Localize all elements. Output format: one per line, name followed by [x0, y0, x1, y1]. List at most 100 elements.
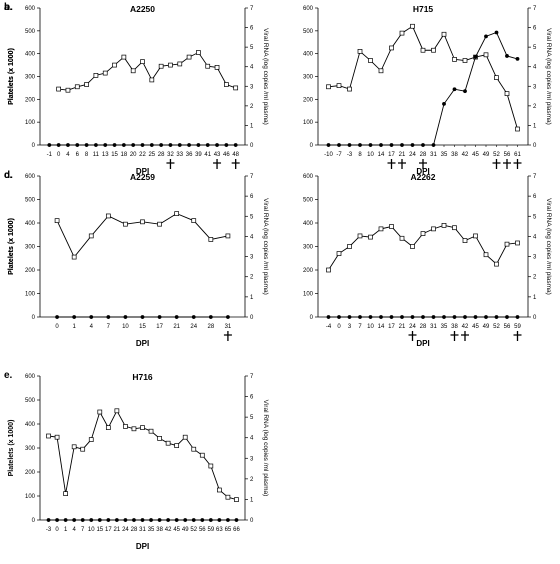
viral-rna-point: [56, 143, 61, 147]
x-tick-label: 11: [93, 152, 100, 158]
platelet-line: [48, 409, 237, 501]
viral-rna-point: [46, 518, 51, 522]
platelet-point: [233, 85, 239, 91]
y-tick-label: 500: [25, 198, 36, 204]
x-tick-label: 49: [483, 152, 490, 158]
y2-tick-label: 5: [250, 214, 254, 220]
platelet-point: [399, 30, 405, 36]
viral-rna-point: [337, 143, 341, 147]
y2-tick-label: 3: [533, 255, 537, 261]
viral-rna-point: [442, 102, 446, 106]
viral-rna-point: [421, 315, 425, 319]
viral-rna-point: [72, 315, 77, 319]
platelet-point: [205, 63, 211, 69]
viral-rna-point: [140, 518, 145, 522]
x-tick-label: 21: [173, 324, 180, 330]
viral-rna-point: [55, 315, 59, 319]
viral-rna-point: [121, 143, 126, 147]
panel-title: A2262: [410, 172, 435, 182]
x-tick-label: 0: [57, 152, 61, 158]
platelet-point: [174, 211, 180, 216]
viral-rna-point: [379, 143, 383, 147]
platelet-point: [368, 58, 373, 63]
x-tick-label: 38: [451, 324, 458, 330]
y2-tick-label: 5: [250, 45, 254, 51]
y-tick-label: 0: [310, 315, 314, 321]
x-tick-label: 35: [148, 527, 155, 533]
viral-rna-point: [200, 518, 205, 522]
platelet-point: [56, 86, 61, 92]
x-tick-label: 17: [388, 324, 395, 330]
y-tick-label: 600: [25, 374, 36, 380]
platelet-point: [420, 47, 426, 53]
x-tick-label: 52: [190, 527, 197, 533]
y2-axis-label: Viral RNA (log copies /ml plasma): [262, 28, 269, 125]
y2-tick-label: 4: [250, 436, 254, 442]
platelet-point: [473, 233, 478, 239]
y2-tick-label: 2: [533, 275, 537, 281]
x-tick-label: 31: [430, 152, 437, 158]
viral-rna-point: [208, 315, 213, 319]
x-tick-label: 56: [504, 152, 511, 158]
x-axis-label: DPI: [416, 339, 429, 348]
y2-tick-label: 0: [533, 315, 537, 321]
x-tick-label: 66: [233, 527, 240, 533]
y2-tick-label: 7: [250, 6, 254, 12]
y-tick-label: 600: [25, 174, 36, 180]
platelet-point: [234, 497, 239, 502]
x-tick-label: 42: [462, 152, 469, 158]
cross-icon: [492, 159, 501, 169]
x-tick-label: 35: [441, 324, 448, 330]
platelet-point: [88, 233, 94, 239]
x-tick-label: 24: [190, 324, 197, 330]
cross-icon: [223, 331, 232, 341]
y-tick-label: 200: [303, 268, 314, 274]
x-tick-label: 10: [367, 152, 374, 158]
x-tick-label: 31: [225, 324, 232, 330]
x-tick-label: 36: [186, 152, 193, 158]
x-tick-label: 8: [85, 152, 89, 158]
platelet-point: [483, 52, 489, 58]
platelet-point: [157, 436, 162, 441]
platelet-point: [214, 65, 220, 70]
viral-rna-point: [191, 518, 196, 522]
x-tick-label: 21: [399, 324, 406, 330]
y2-tick-label: 2: [250, 275, 254, 281]
platelet-point: [196, 50, 201, 55]
viral-rna-point: [505, 54, 509, 58]
y2-tick-label: 5: [533, 214, 537, 220]
x-tick-label: 13: [102, 152, 109, 158]
viral-rna-point: [226, 518, 230, 522]
x-tick-label: 3: [348, 324, 352, 330]
x-tick-label: 0: [55, 324, 59, 330]
y2-tick-label: 7: [250, 374, 254, 380]
x-tick-label: 59: [207, 527, 214, 533]
cross-icon: [450, 331, 459, 341]
x-tick-label: 22: [139, 152, 146, 158]
viral-rna-point: [233, 143, 238, 147]
y2-tick-label: 4: [533, 234, 537, 240]
y-tick-label: 200: [25, 268, 36, 274]
platelet-point: [347, 86, 352, 92]
panel-a2262: d. A2262010020030040050060001234567Platel…: [4, 170, 552, 348]
x-tick-label: 24: [122, 527, 129, 533]
y-tick-label: 300: [303, 245, 314, 251]
viral-rna-point: [114, 518, 119, 522]
y2-tick-label: 4: [250, 65, 254, 71]
y2-tick-label: 0: [250, 143, 254, 149]
x-tick-label: 14: [378, 324, 385, 330]
viral-rna-point: [166, 518, 171, 522]
platelet-point: [123, 221, 128, 227]
x-tick-label: 52: [493, 152, 500, 158]
x-tick-label: 14: [378, 152, 385, 158]
panel-a2259: c. A2259010020030040050060001234567Platel…: [4, 170, 269, 348]
x-tick-label: 41: [204, 152, 211, 158]
platelet-point: [74, 84, 80, 90]
x-axis-label: DPI: [136, 542, 149, 551]
x-tick-label: 63: [216, 527, 223, 533]
viral-rna-point: [131, 143, 136, 147]
viral-rna-point: [473, 315, 478, 319]
cross-icon: [398, 159, 406, 169]
viral-rna-point: [80, 518, 85, 522]
x-tick-label: 28: [420, 324, 427, 330]
